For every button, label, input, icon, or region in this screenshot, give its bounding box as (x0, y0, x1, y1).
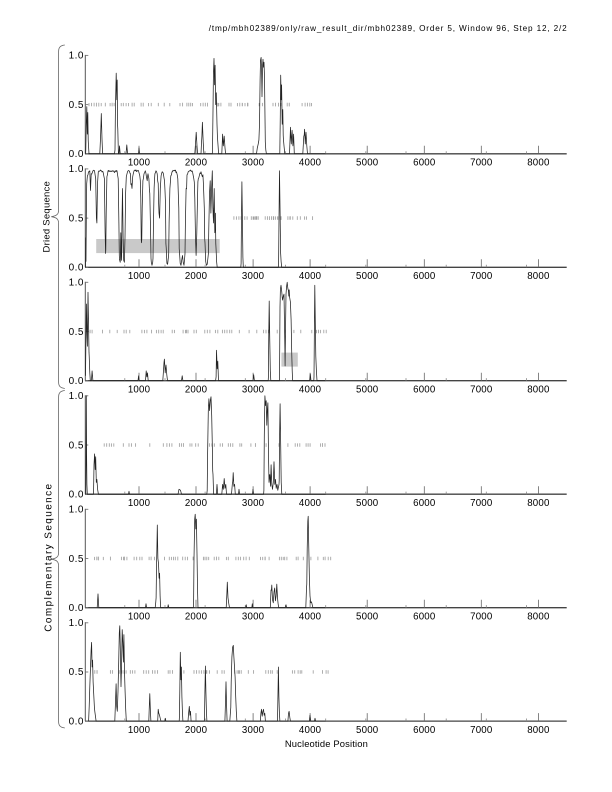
svg-text:8000: 8000 (527, 611, 550, 622)
svg-text:1000: 1000 (128, 611, 151, 622)
svg-text:0.5: 0.5 (69, 327, 84, 338)
svg-text:7000: 7000 (470, 271, 493, 282)
svg-text:4000: 4000 (299, 725, 322, 736)
svg-text:1.0: 1.0 (69, 278, 84, 289)
svg-text:0.5: 0.5 (69, 554, 84, 565)
svg-text:8000: 8000 (527, 384, 550, 395)
svg-text:8000: 8000 (527, 725, 550, 736)
svg-text:7000: 7000 (470, 611, 493, 622)
svg-text:1000: 1000 (128, 725, 151, 736)
svg-text:1.0: 1.0 (69, 164, 84, 175)
svg-text:0.0: 0.0 (69, 490, 84, 501)
svg-text:3000: 3000 (242, 725, 265, 736)
svg-text:1000: 1000 (128, 271, 151, 282)
svg-text:1.0: 1.0 (69, 505, 84, 516)
svg-text:Dried Sequence: Dried Sequence (42, 181, 53, 253)
svg-text:6000: 6000 (413, 498, 436, 509)
svg-text:1000: 1000 (128, 384, 151, 395)
svg-text:5000: 5000 (356, 271, 379, 282)
svg-text:3000: 3000 (242, 384, 265, 395)
svg-text:1000: 1000 (128, 157, 151, 168)
svg-text:1.0: 1.0 (69, 391, 84, 402)
svg-text:2000: 2000 (185, 498, 208, 509)
svg-text:6000: 6000 (413, 384, 436, 395)
svg-text:2000: 2000 (185, 611, 208, 622)
svg-text:0.0: 0.0 (69, 716, 84, 727)
svg-text:6000: 6000 (413, 157, 436, 168)
svg-text:0.5: 0.5 (69, 440, 84, 451)
svg-text:5000: 5000 (356, 498, 379, 509)
svg-text:4000: 4000 (299, 611, 322, 622)
svg-text:5000: 5000 (356, 611, 379, 622)
svg-text:8000: 8000 (527, 271, 550, 282)
svg-text:3000: 3000 (242, 498, 265, 509)
svg-text:3000: 3000 (242, 157, 265, 168)
svg-text:6000: 6000 (413, 725, 436, 736)
svg-text:6000: 6000 (413, 611, 436, 622)
svg-text:3000: 3000 (242, 611, 265, 622)
svg-text:2000: 2000 (185, 157, 208, 168)
svg-text:6000: 6000 (413, 271, 436, 282)
svg-text:3000: 3000 (242, 271, 265, 282)
svg-text:2000: 2000 (185, 271, 208, 282)
svg-text:2000: 2000 (185, 725, 208, 736)
svg-text:0.0: 0.0 (69, 603, 84, 614)
svg-text:0.5: 0.5 (69, 667, 84, 678)
svg-text:0.0: 0.0 (69, 376, 84, 387)
svg-text:7000: 7000 (470, 157, 493, 168)
svg-text:5000: 5000 (356, 384, 379, 395)
svg-text:4000: 4000 (299, 271, 322, 282)
svg-text:Nucleotide Position: Nucleotide Position (285, 738, 368, 749)
svg-text:8000: 8000 (527, 498, 550, 509)
svg-text:4000: 4000 (299, 498, 322, 509)
svg-text:1.0: 1.0 (69, 51, 84, 62)
svg-text:/tmp/mbh02389/only/raw_result_: /tmp/mbh02389/only/raw_result_dir/mbh023… (209, 24, 568, 33)
svg-text:8000: 8000 (527, 157, 550, 168)
svg-text:7000: 7000 (470, 498, 493, 509)
svg-text:5000: 5000 (356, 157, 379, 168)
svg-text:0.5: 0.5 (69, 213, 84, 224)
svg-text:0.5: 0.5 (69, 100, 84, 111)
svg-text:1.0: 1.0 (69, 618, 84, 629)
svg-text:0.0: 0.0 (69, 149, 84, 160)
svg-text:2000: 2000 (185, 384, 208, 395)
svg-text:4000: 4000 (299, 157, 322, 168)
svg-text:7000: 7000 (470, 725, 493, 736)
svg-text:1000: 1000 (128, 498, 151, 509)
svg-text:7000: 7000 (470, 384, 493, 395)
svg-text:5000: 5000 (356, 725, 379, 736)
svg-text:4000: 4000 (299, 384, 322, 395)
svg-text:Complementary Sequence: Complementary Sequence (44, 482, 55, 631)
svg-text:0.0: 0.0 (69, 263, 84, 274)
